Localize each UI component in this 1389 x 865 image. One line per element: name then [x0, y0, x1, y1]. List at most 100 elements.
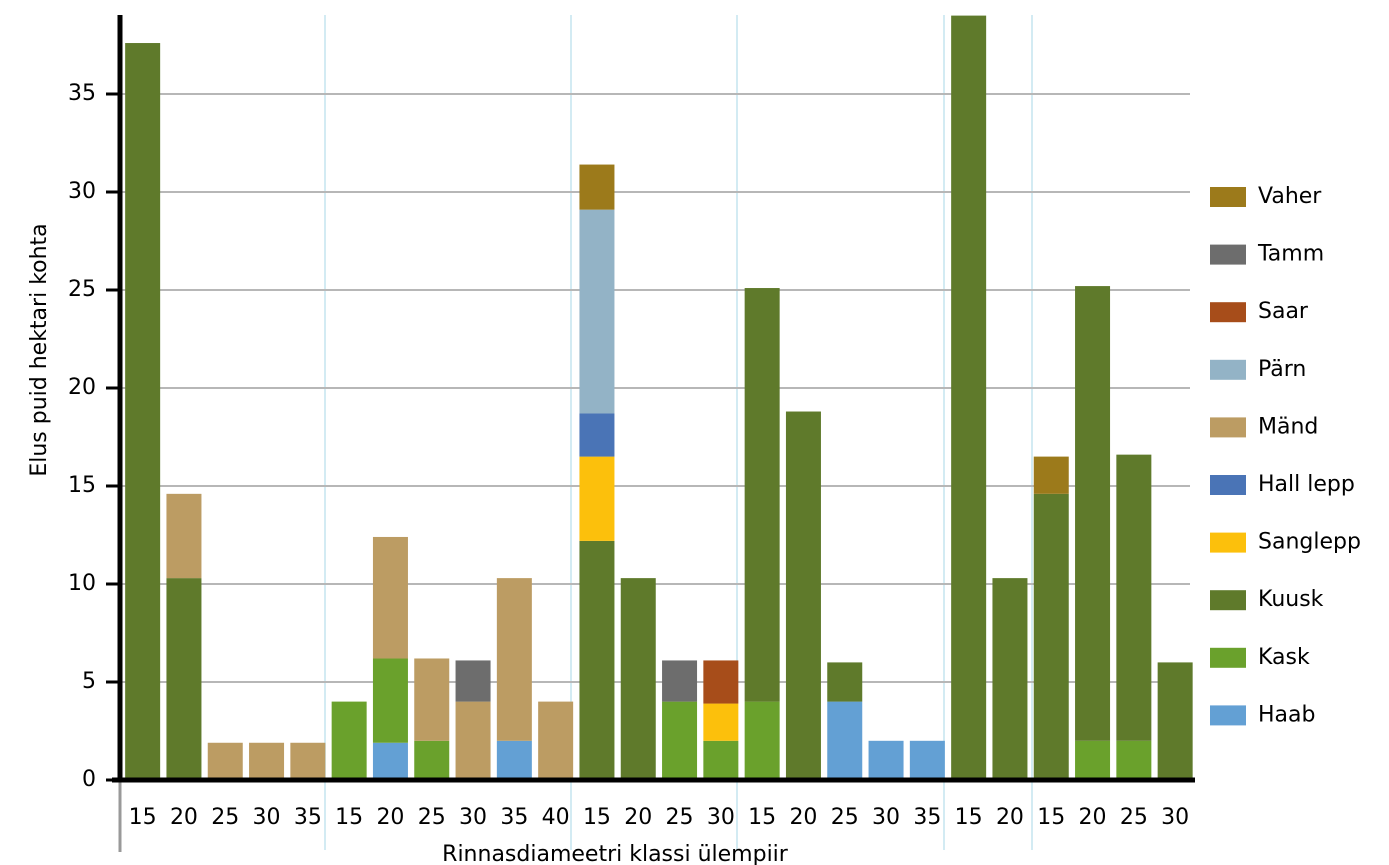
bar-segment: [909, 740, 945, 780]
legend-swatch: [1210, 187, 1246, 207]
x-tick-label: 15: [129, 805, 157, 830]
y-tick-label: 35: [68, 81, 96, 106]
legend-label: Vaher: [1258, 184, 1322, 209]
bar-segment: [1033, 456, 1069, 494]
bar-segment: [207, 742, 243, 780]
bar-segment: [579, 456, 615, 541]
bar-segment: [166, 578, 202, 780]
bar-segment: [538, 701, 574, 780]
bar-segment: [125, 43, 161, 781]
bar-segment: [868, 740, 904, 780]
x-tick-label: 25: [418, 805, 446, 830]
legend-label: Mänd: [1258, 414, 1318, 439]
x-tick-label: 35: [294, 805, 322, 830]
legend-label: Saar: [1258, 299, 1309, 324]
x-tick-label: 15: [955, 805, 983, 830]
x-axis-label: Rinnasdiameetri klassi ülempiir: [442, 842, 789, 865]
x-tick-label: 30: [707, 805, 735, 830]
y-tick-label: 25: [68, 277, 96, 302]
y-tick-label: 10: [68, 571, 96, 596]
bar-segment: [1075, 740, 1111, 780]
x-tick-label: 15: [583, 805, 611, 830]
legend-label: Tamm: [1257, 242, 1324, 267]
x-tick-label: 35: [913, 805, 941, 830]
bar-segment: [249, 742, 285, 780]
bar-segment: [414, 658, 450, 741]
legend-swatch: [1210, 359, 1246, 380]
bar-segment: [414, 740, 450, 780]
x-tick-label: 30: [1161, 805, 1189, 830]
legend-swatch: [1210, 302, 1246, 323]
x-tick-label: 20: [376, 805, 404, 830]
bar-segment: [662, 660, 698, 702]
x-tick-label: 30: [253, 805, 281, 830]
bar-segment: [372, 742, 408, 780]
bar-segment: [827, 662, 863, 702]
bar-segment: [496, 740, 532, 780]
legend-label: Sanglepp: [1258, 530, 1361, 555]
x-tick-label: 20: [1079, 805, 1107, 830]
legend-label: Haab: [1258, 702, 1315, 727]
y-tick-label: 20: [68, 375, 96, 400]
legend-swatch: [1210, 475, 1246, 495]
y-tick-label: 15: [68, 473, 96, 498]
x-tick-label: 35: [500, 805, 528, 830]
bar-segment: [703, 703, 739, 741]
bar-segment: [166, 493, 202, 579]
bar-segment: [703, 740, 739, 780]
x-tick-label: 20: [789, 805, 817, 830]
y-tick-label: 0: [82, 767, 96, 792]
bar-segment: [579, 209, 615, 414]
y-tick-label: 30: [68, 179, 96, 204]
y-axis-label: Elus puid hektari kohta: [27, 223, 52, 476]
x-tick-label: 30: [872, 805, 900, 830]
bar-segment: [455, 701, 491, 780]
bar-segment: [290, 742, 326, 780]
bar-segment: [1157, 662, 1193, 780]
bar-segment: [744, 701, 780, 780]
x-tick-label: 15: [1037, 805, 1065, 830]
legend-swatch: [1210, 532, 1246, 553]
bar-segment: [744, 288, 780, 702]
bar-segment: [827, 701, 863, 780]
legend-swatch: [1210, 705, 1246, 726]
x-tick-label: 25: [831, 805, 859, 830]
x-tick-label: 15: [748, 805, 776, 830]
bar-segment: [992, 578, 1028, 780]
x-tick-label: 30: [459, 805, 487, 830]
legend-label: Hall lepp: [1258, 472, 1355, 497]
legend-swatch: [1210, 647, 1246, 668]
bar-segment: [1116, 454, 1152, 741]
bar-segment: [1116, 740, 1152, 780]
legend-label: Kuusk: [1258, 587, 1324, 612]
bar-segment: [1033, 493, 1069, 780]
bar-segment: [951, 15, 987, 781]
bar-segment: [579, 413, 615, 457]
legend-swatch: [1210, 244, 1246, 265]
legend-label: Pärn: [1258, 357, 1306, 382]
bar-segment: [372, 536, 408, 659]
legend-label: Kask: [1258, 645, 1310, 670]
bar-segment: [331, 701, 367, 780]
bar-segment: [496, 578, 532, 741]
bar-segment: [579, 540, 615, 780]
x-tick-label: 20: [996, 805, 1024, 830]
bar-segment: [620, 578, 656, 780]
legend-swatch: [1210, 417, 1246, 438]
x-tick-label: 20: [170, 805, 198, 830]
legend-swatch: [1210, 590, 1246, 611]
x-tick-label: 40: [542, 805, 570, 830]
x-tick-label: 25: [211, 805, 239, 830]
bar-segment: [455, 660, 491, 702]
bar-segment: [785, 411, 821, 780]
bar-segment: [662, 701, 698, 780]
bar-segment: [372, 658, 408, 743]
bar-segment: [579, 164, 615, 210]
x-tick-label: 20: [624, 805, 652, 830]
y-tick-label: 5: [82, 669, 96, 694]
bar-segment: [1075, 286, 1111, 741]
x-tick-label: 25: [1120, 805, 1148, 830]
x-tick-label: 25: [666, 805, 694, 830]
x-tick-label: 15: [335, 805, 363, 830]
